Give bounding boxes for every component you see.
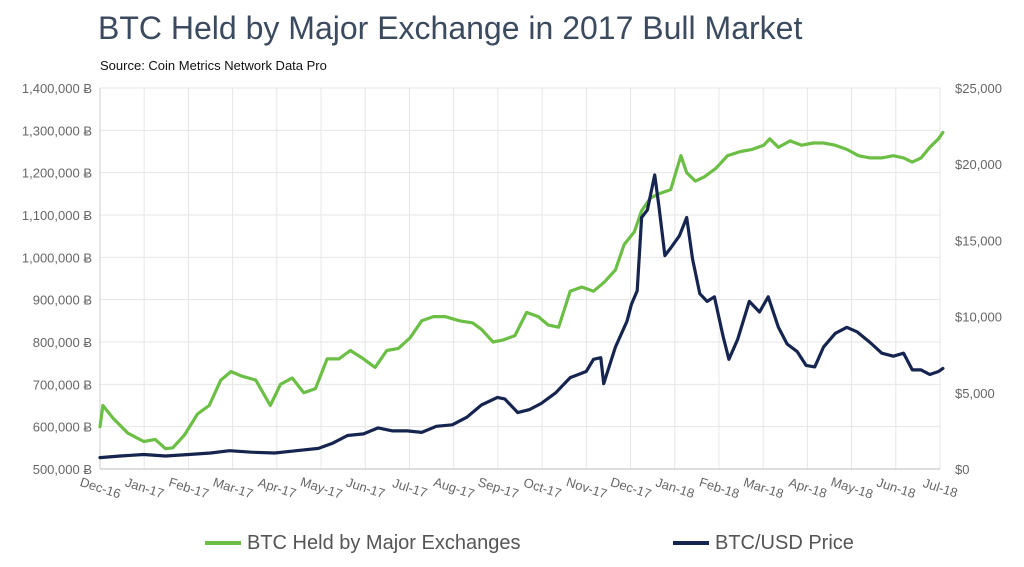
series-line-exchanges — [98, 130, 945, 451]
x-tick-label: Jun-18 — [875, 475, 917, 502]
x-tick-label: Feb-17 — [167, 474, 211, 501]
y-right-tick-label: $10,000 — [955, 310, 1002, 325]
legend-label-exchanges: BTC Held by Major Exchanges — [247, 531, 521, 554]
x-tick-label: Nov-17 — [564, 474, 609, 501]
y-left-tick-label: 900,000 Ƀ — [33, 293, 92, 308]
y-left-tick-label: 1,100,000 Ƀ — [22, 208, 92, 223]
y-left-tick-label: 1,000,000 Ƀ — [22, 250, 92, 265]
legend-label-price: BTC/USD Price — [715, 531, 854, 554]
chart-title: BTC Held by Major Exchange in 2017 Bull … — [98, 10, 803, 46]
legend-swatch-price — [673, 541, 709, 545]
y-left-tick-label: 1,200,000 Ƀ — [22, 166, 92, 181]
y-left-tick-label: 1,300,000 Ƀ — [22, 123, 92, 138]
x-tick-label: Jan-17 — [123, 475, 165, 502]
y-left-tick-label: 700,000 Ƀ — [33, 377, 92, 392]
y-right-tick-label: $5,000 — [955, 386, 995, 401]
x-tick-label: Jan-18 — [654, 475, 696, 502]
x-tick-label: Apr-18 — [787, 475, 829, 501]
x-tick-label: Dec-16 — [78, 474, 123, 501]
x-tick-label: Jun-17 — [344, 475, 386, 502]
legend-swatch-exchanges — [205, 541, 241, 545]
x-tick-label: Dec-17 — [609, 474, 654, 501]
x-tick-label: Sep-17 — [476, 474, 521, 501]
y-left-tick-label: 1,400,000 Ƀ — [22, 81, 92, 96]
x-tick-label: Jul-18 — [921, 475, 959, 500]
y-left-tick-label: 800,000 Ƀ — [33, 335, 92, 350]
chart: 500,000 Ƀ 600,000 Ƀ 700,000 Ƀ 800,000 Ƀ 900,… — [22, 81, 1002, 502]
chart-subtitle: Source: Coin Metrics Network Data Pro — [100, 58, 327, 73]
x-tick-label: May-17 — [299, 474, 345, 502]
y-right-tick-label: $15,000 — [955, 233, 1002, 248]
x-tick-label: Mar-18 — [742, 474, 786, 501]
y-right-tick-label: $0 — [955, 462, 969, 477]
x-tick-label: Oct-17 — [522, 475, 564, 501]
x-tick-label: Jul-17 — [391, 475, 429, 500]
y-right-tick-label: $20,000 — [955, 157, 1002, 172]
y-left-tick-label: 500,000 Ƀ — [33, 462, 92, 477]
y-left-tick-label: 600,000 Ƀ — [33, 420, 92, 435]
x-tick-label: Mar-17 — [211, 474, 255, 501]
legend-exchanges: BTC Held by Major Exchanges — [205, 529, 520, 557]
series-line-price — [98, 173, 945, 460]
x-tick-label: Apr-17 — [256, 475, 298, 501]
legend-price: BTC/USD Price — [673, 529, 854, 557]
x-tick-label: Aug-17 — [432, 474, 477, 501]
x-tick-label: May-18 — [829, 474, 875, 502]
x-tick-label: Feb-18 — [697, 474, 741, 501]
y-right-tick-label: $25,000 — [955, 81, 1002, 96]
